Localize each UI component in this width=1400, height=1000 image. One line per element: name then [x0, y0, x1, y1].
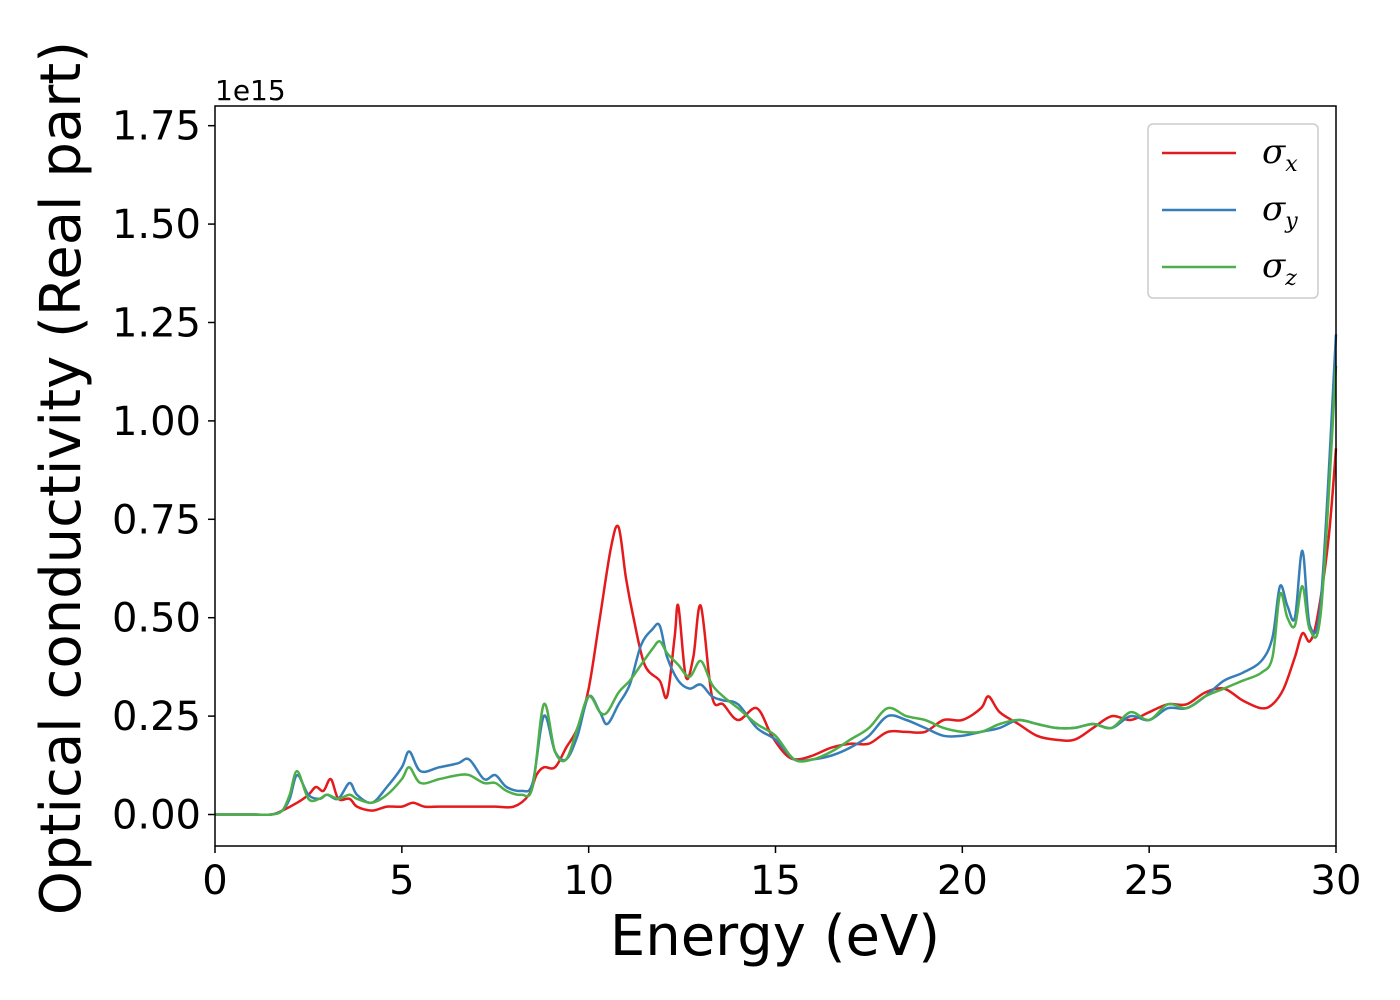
y-offset-text: 1e15: [215, 74, 286, 107]
legend-label-z: σz: [1262, 246, 1297, 291]
x-axis: 0 5 10 15 20 25 30: [202, 846, 1361, 904]
y-tick-label: 1.50: [112, 202, 201, 248]
series-line-x: [215, 448, 1338, 817]
y-axis: 0.00 0.25 0.50 0.75 1.00 1.25 1.50 1.75: [112, 104, 215, 839]
legend: σx σy σz: [1147, 123, 1319, 299]
series-layer: [215, 334, 1338, 817]
y-tick-label: 1.00: [112, 399, 201, 445]
x-tick-label: 0: [202, 858, 227, 904]
y-tick-label: 1.75: [112, 104, 201, 150]
x-tick-label: 15: [750, 858, 801, 904]
y-tick-label: 0.25: [112, 694, 201, 740]
x-tick-label: 10: [563, 858, 614, 904]
y-tick-label: 0.00: [112, 793, 201, 839]
series-line-z: [215, 365, 1338, 817]
x-tick-label: 5: [389, 858, 414, 904]
legend-label-y: σy: [1262, 189, 1298, 234]
y-tick-label: 1.25: [112, 300, 201, 346]
y-axis-title: Optical conductivity (Real part): [29, 41, 94, 915]
legend-label-x: σx: [1262, 132, 1298, 177]
y-tick-label: 0.75: [112, 497, 201, 543]
x-tick-label: 20: [937, 858, 988, 904]
x-axis-title: Energy (eV): [610, 904, 940, 969]
x-tick-label: 30: [1311, 858, 1362, 904]
y-tick-label: 0.50: [112, 596, 201, 642]
x-tick-label: 25: [1124, 858, 1175, 904]
